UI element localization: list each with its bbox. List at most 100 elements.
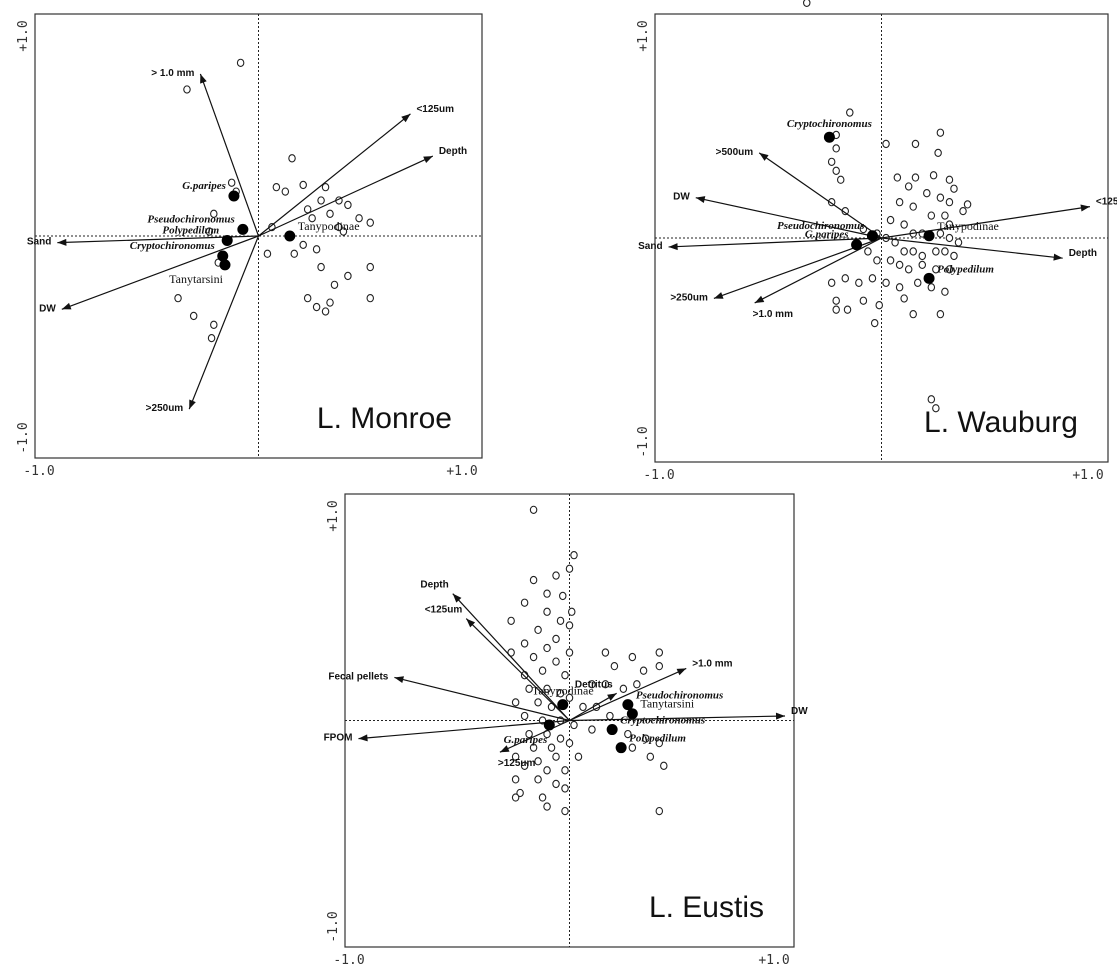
x-tick-label: +1.0 [446, 464, 477, 479]
arrowhead [358, 734, 368, 742]
env-vector: >250um [670, 237, 882, 303]
site-point [366, 262, 374, 272]
site-point [543, 643, 551, 653]
arrowhead [1080, 204, 1090, 212]
site-point [655, 661, 664, 671]
site-point [529, 743, 538, 752]
site-point [317, 262, 325, 272]
site-point [913, 278, 922, 287]
site-point [927, 211, 936, 220]
env-vector-line [188, 235, 260, 410]
site-point [556, 616, 565, 625]
arrowhead [57, 238, 67, 246]
arrowhead [775, 712, 786, 720]
site-point [873, 256, 881, 265]
site-point [207, 333, 216, 343]
env-vector-line [452, 593, 570, 721]
site-point [339, 227, 348, 236]
site-point [511, 775, 520, 784]
site-point [552, 752, 560, 761]
site-point [619, 684, 628, 693]
site-point [827, 157, 836, 166]
env-vector: FPOM [324, 719, 570, 744]
panel-1: -1.0 +1.0 +1.0 -1.0 > 1.0 mm <125um Depth Sand D… [16, 13, 483, 479]
env-vector-line [881, 237, 1063, 259]
arrowhead [668, 243, 678, 251]
site-point [205, 227, 214, 236]
site-point [655, 739, 664, 748]
site-point [538, 666, 547, 675]
site-point [366, 218, 374, 227]
env-vector-line [569, 667, 687, 722]
taxon-point [228, 190, 240, 202]
site-point [934, 148, 942, 158]
site-point [904, 265, 913, 274]
env-vector-line [668, 237, 882, 248]
site-point [950, 251, 958, 261]
taxon-label: G.paripes [504, 734, 548, 746]
site-point [511, 793, 520, 802]
site-point [534, 757, 542, 766]
env-vector-label: Detritus [575, 679, 613, 690]
taxon-label: Cryptochironomus [620, 715, 705, 727]
arrowhead [754, 295, 765, 303]
site-point [552, 657, 560, 666]
site-point [534, 698, 542, 707]
env-vector-label: DW [791, 706, 808, 717]
site-point [841, 274, 850, 283]
site-point [950, 184, 958, 193]
site-point [525, 684, 533, 693]
x-tick-label: -1.0 [643, 468, 674, 483]
site-point [355, 214, 363, 223]
site-point [900, 294, 908, 303]
site-point [891, 238, 899, 247]
panel-title: L. Wauburg [924, 406, 1078, 439]
arrowhead [189, 399, 196, 410]
site-point [832, 305, 840, 314]
site-point [547, 743, 556, 752]
site-point [927, 283, 936, 292]
env-vector: Depth [420, 580, 570, 721]
site-point [932, 265, 940, 274]
arrowhead [713, 292, 724, 299]
arrowhead [1053, 253, 1063, 261]
env-vector: <125um [425, 605, 570, 721]
site-point [529, 505, 538, 515]
site-point [904, 182, 913, 191]
env-vector-line [499, 719, 570, 753]
env-vector: Fecal pellets [328, 671, 570, 722]
site-point [290, 249, 299, 258]
env-vector-label: >125um [498, 758, 536, 769]
x-tick-label: +1.0 [1072, 468, 1103, 483]
y-tick-label: -1.0 [326, 911, 341, 942]
site-point [511, 752, 520, 761]
env-vector: <125um [258, 104, 454, 237]
env-vector: Detritus [569, 679, 617, 722]
site-point [954, 238, 963, 247]
site-point [959, 206, 967, 216]
taxon-label: Cryptochironomus [787, 118, 872, 130]
site-point [893, 173, 902, 182]
env-vector-label: >1.0 mm [692, 658, 732, 669]
panel-3: -1.0 +1.0 +1.0 -1.0 Depth <125um Fecal pellets… [324, 493, 808, 967]
site-point [945, 233, 954, 243]
y-tick-label: -1.0 [16, 422, 31, 453]
env-vector-label: > 1.0 mm [151, 68, 194, 79]
site-point [932, 247, 940, 256]
taxon-label: Tanypodinae [532, 684, 594, 698]
site-point [639, 666, 648, 675]
site-point [556, 689, 565, 698]
site-point [565, 564, 574, 573]
site-point [909, 310, 917, 319]
taxon-point [615, 742, 627, 754]
site-point [574, 752, 583, 761]
taxon-point [923, 272, 935, 284]
taxon-label: Cryptochironomus [130, 240, 215, 252]
site-point [945, 265, 954, 274]
arrowhead [607, 693, 617, 701]
site-point [588, 725, 596, 734]
env-vector-label: >250um [670, 292, 708, 303]
site-point [330, 280, 339, 289]
site-point [655, 806, 664, 816]
